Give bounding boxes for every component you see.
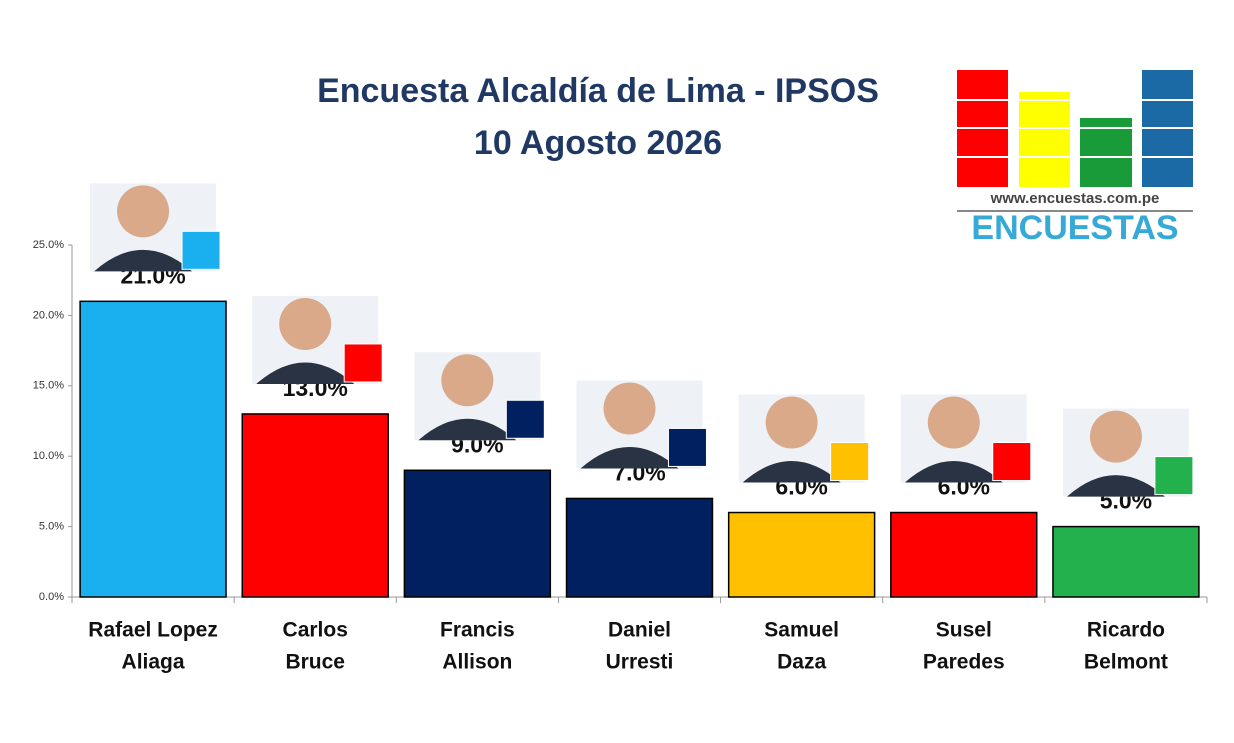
x-tick-label: Ricardo (1087, 619, 1165, 642)
x-tick-label: Daza (777, 651, 826, 674)
photo-part (1154, 456, 1194, 496)
y-tick-label: 20.0% (33, 309, 64, 321)
candidate-photo (90, 183, 221, 272)
x-tick-label: Rafael Lopez (88, 619, 218, 642)
candidate-photo (576, 380, 707, 469)
x-tick-label: Urresti (606, 651, 674, 674)
x-tick-label: Allison (442, 651, 512, 674)
photo-part (181, 230, 221, 270)
photo-part (505, 399, 545, 439)
y-tick-label: 5.0% (39, 521, 64, 533)
logo-bar (1019, 92, 1070, 187)
bar (565, 497, 714, 598)
bar (241, 413, 389, 598)
x-tick-label: Belmont (1084, 651, 1168, 674)
photo-part (1066, 475, 1165, 497)
bar (403, 469, 552, 598)
photo-part (992, 442, 1032, 482)
x-tick-label: Bruce (285, 651, 345, 674)
y-tick-label: 25.0% (33, 239, 64, 251)
logo-url: www.encuestas.com.pe (990, 190, 1160, 207)
photo-part (94, 249, 193, 272)
photo-part (927, 396, 980, 449)
photo-part (904, 461, 1003, 483)
photo-part (441, 354, 494, 407)
logo: www.encuestas.com.pe ENCUESTAS (957, 70, 1193, 247)
logo-name: ENCUESTAS (971, 209, 1178, 247)
photo-part (603, 382, 656, 435)
x-tick-label: Francis (440, 619, 515, 642)
y-tick-label: 15.0% (33, 380, 64, 392)
photo-part (580, 446, 679, 469)
x-tick-label: Carlos (283, 619, 348, 642)
bar (727, 511, 876, 598)
photo-part (343, 343, 383, 383)
chart-title: Encuesta Alcaldía de Lima - IPSOS (317, 72, 879, 110)
candidate-photo (252, 295, 383, 384)
candidate-photo (738, 394, 870, 483)
logo-bar (1080, 118, 1132, 187)
candidate-photo (414, 352, 545, 441)
bar (1052, 525, 1200, 598)
x-tick-label: Samuel (764, 619, 839, 642)
photo-part (418, 418, 517, 441)
photo-part (667, 427, 707, 467)
photo-part (279, 297, 332, 350)
photo-part (742, 461, 841, 483)
y-tick-label: 10.0% (33, 450, 64, 462)
x-tick-label: Susel (936, 619, 992, 642)
x-tick-label: Daniel (608, 619, 671, 642)
y-tick-label: 0.0% (39, 591, 64, 603)
photo-part (765, 396, 818, 449)
photo-part (1089, 410, 1142, 463)
x-tick-label: Paredes (923, 651, 1005, 674)
photo-part (256, 362, 355, 384)
chart-subtitle: 10 Agosto 2026 (474, 124, 722, 162)
x-tick-label: Aliaga (122, 651, 185, 674)
bar (890, 511, 1038, 598)
candidate-photo (900, 394, 1032, 483)
photo-part (830, 442, 870, 482)
bar (79, 300, 227, 598)
candidate-photo (1062, 408, 1194, 497)
photo-part (117, 185, 170, 238)
